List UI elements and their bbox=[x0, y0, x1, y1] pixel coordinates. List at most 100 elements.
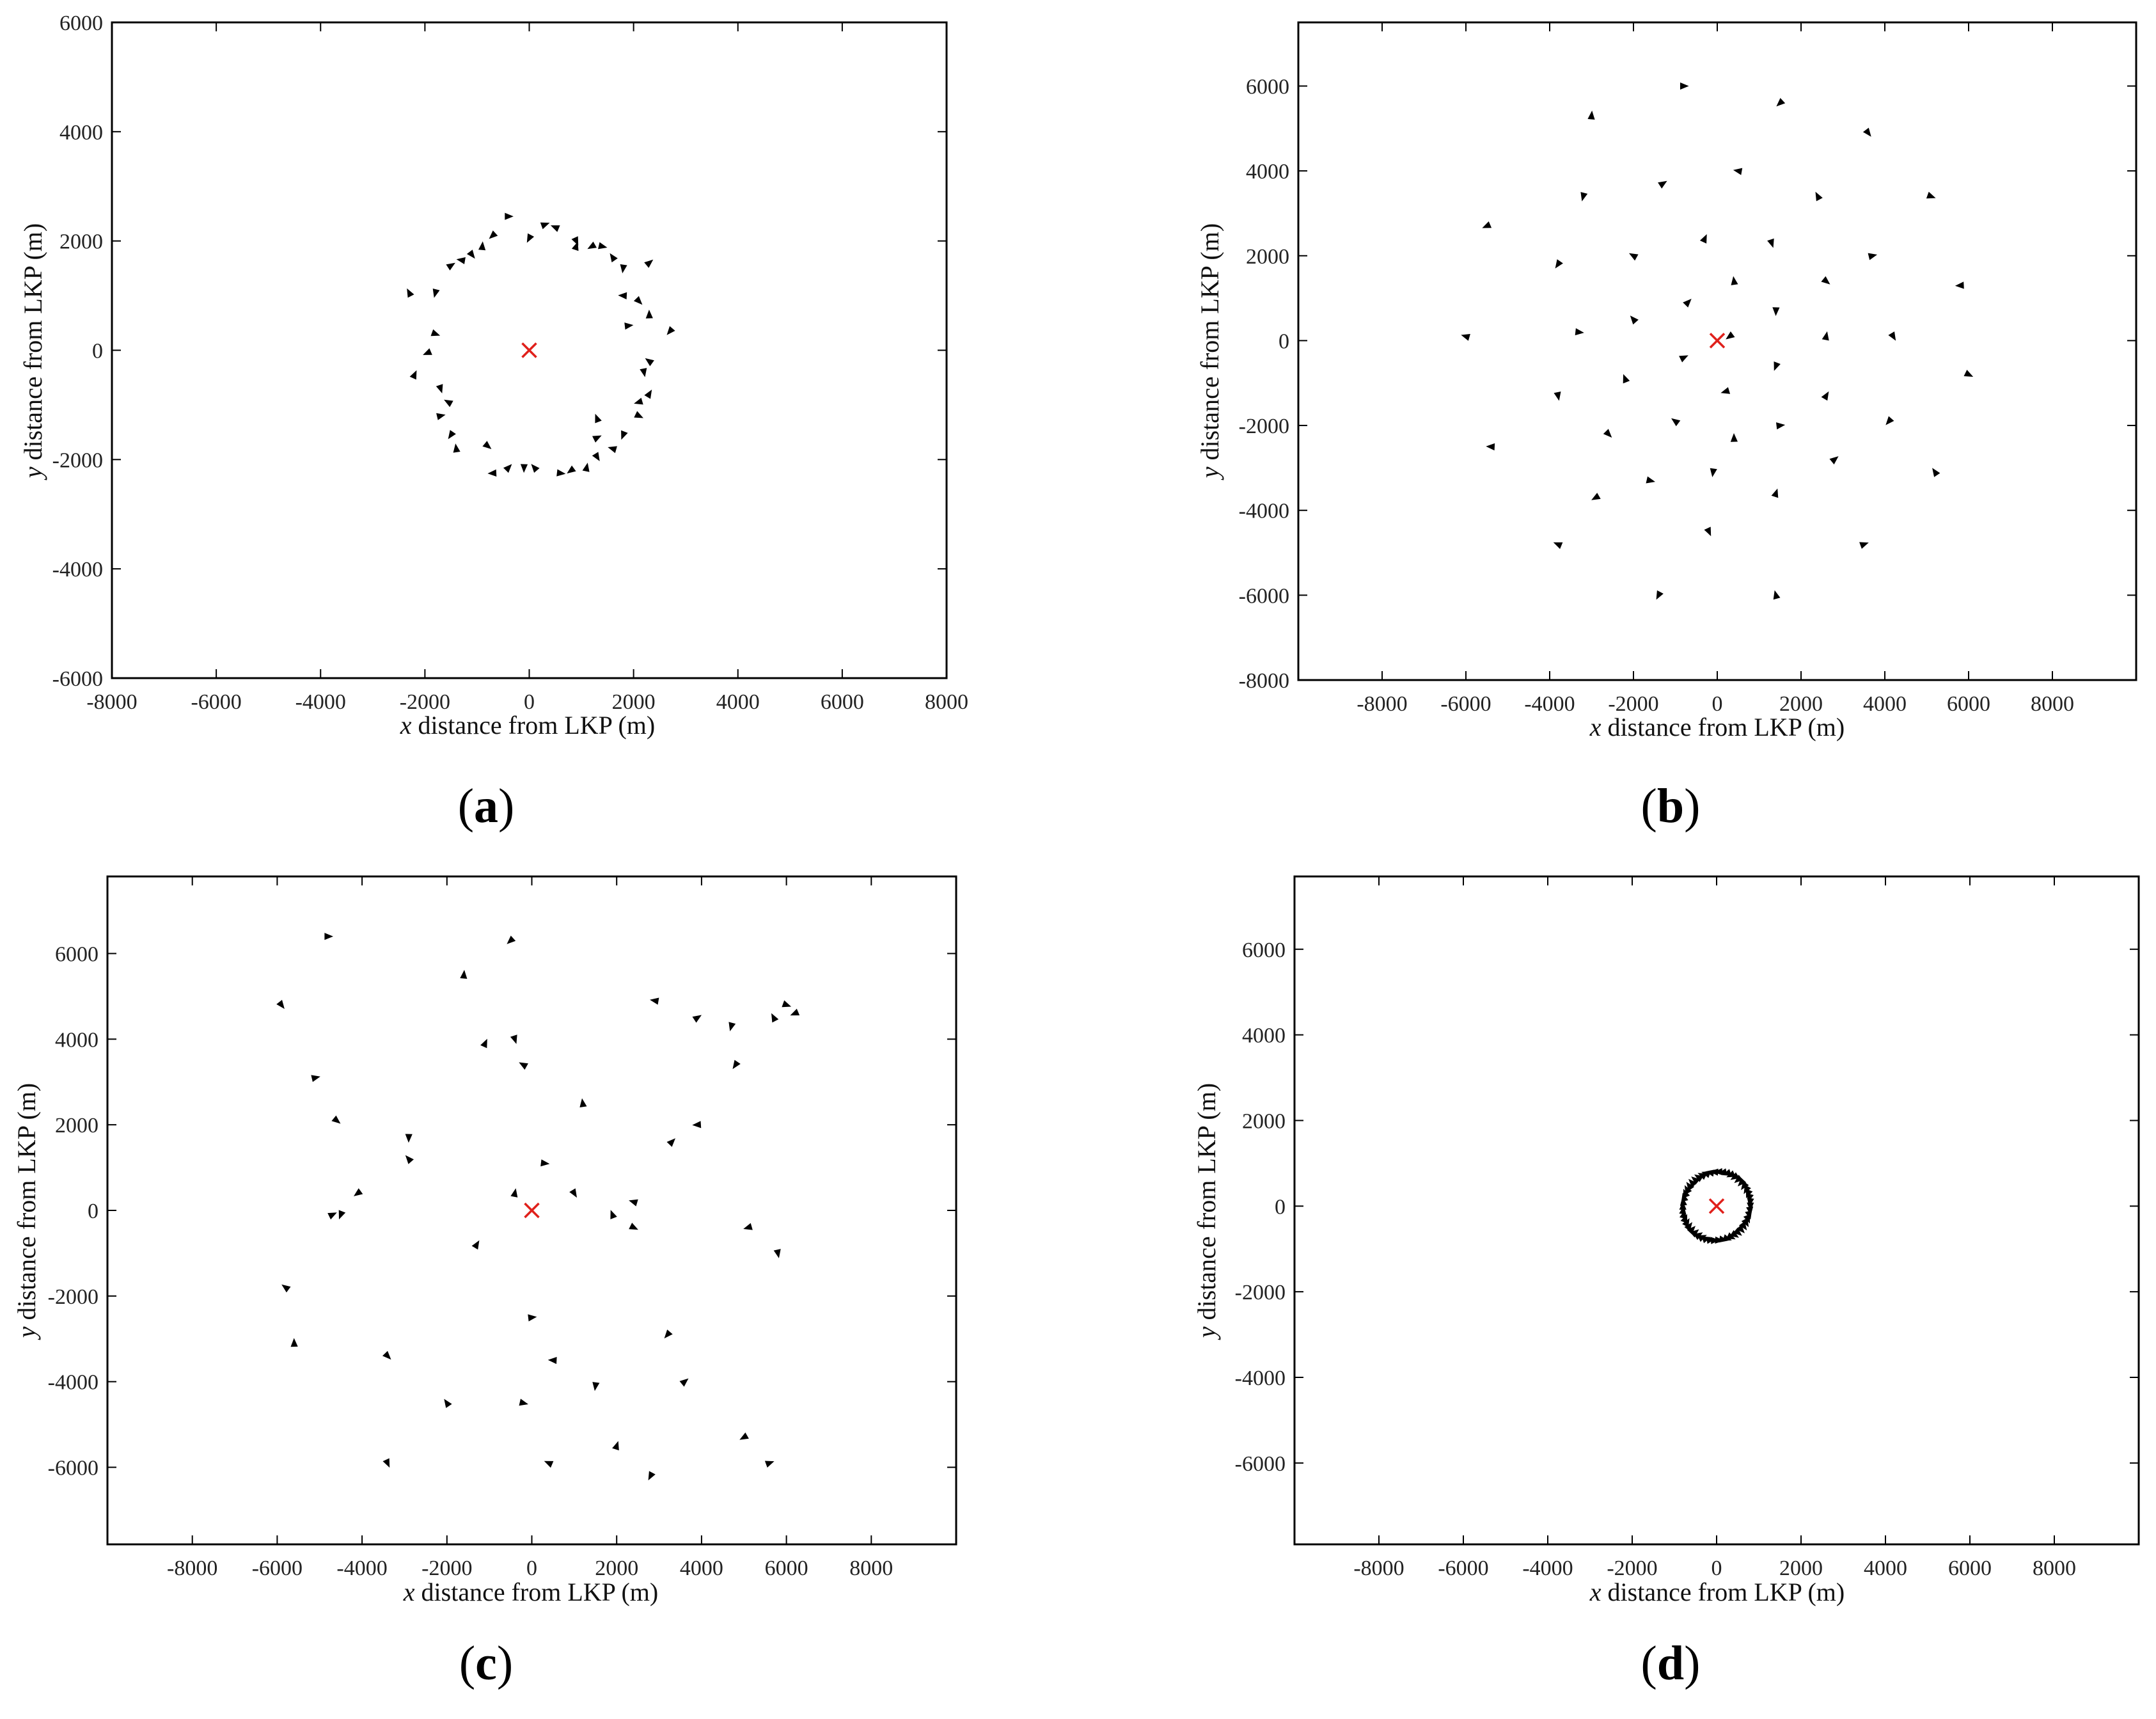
x-axis-label: x distance from LKP (m) bbox=[400, 711, 655, 740]
drone-marker bbox=[430, 329, 441, 337]
drone-marker bbox=[569, 1188, 577, 1198]
drone-marker bbox=[621, 430, 628, 440]
drone-marker bbox=[664, 1329, 673, 1339]
drone-marker bbox=[1679, 355, 1688, 363]
x-tick-label: 4000 bbox=[680, 1557, 723, 1580]
drone-marker bbox=[1746, 1206, 1754, 1216]
plot-frame bbox=[1297, 21, 2137, 681]
x-tick-label: -6000 bbox=[191, 690, 241, 714]
x-axis-label: x distance from LKP (m) bbox=[1589, 1578, 1845, 1606]
drone-marker bbox=[1671, 418, 1681, 427]
y-axis-text: distance from LKP (m) bbox=[1192, 1083, 1221, 1327]
drone-marker bbox=[640, 368, 647, 377]
drone-marker bbox=[1680, 1214, 1688, 1224]
y-tick-label: 6000 bbox=[1246, 75, 1289, 99]
y-axis-variable: y bbox=[19, 466, 47, 480]
drone-marker bbox=[692, 1015, 702, 1023]
x-tick-label: -8000 bbox=[167, 1557, 217, 1580]
drone-marker bbox=[592, 452, 600, 461]
y-tick-label: -2000 bbox=[1239, 415, 1289, 438]
drone-marker bbox=[1658, 180, 1667, 189]
drone-marker bbox=[1745, 1189, 1753, 1198]
drone-marker bbox=[505, 212, 514, 220]
y-tick-label: 4000 bbox=[55, 1028, 98, 1052]
drone-marker bbox=[773, 1249, 781, 1258]
drone-marker bbox=[436, 413, 446, 420]
drone-marker bbox=[650, 997, 659, 1005]
drone-marker bbox=[592, 435, 602, 443]
drone-marker bbox=[587, 241, 597, 250]
drone-marker bbox=[520, 464, 528, 473]
drone-marker bbox=[620, 264, 627, 274]
y-tick-label: 2000 bbox=[55, 1114, 98, 1137]
panel-caption: (c) bbox=[459, 1636, 513, 1690]
drone-marker bbox=[610, 253, 618, 263]
drone-marker bbox=[1710, 468, 1717, 477]
drone-marker bbox=[610, 1210, 617, 1219]
drone-marker bbox=[1963, 370, 1974, 377]
y-tick-label: -6000 bbox=[1235, 1452, 1286, 1476]
y-tick-label: -6000 bbox=[1239, 584, 1289, 608]
drone-marker bbox=[487, 469, 497, 477]
drone-marker bbox=[311, 1075, 320, 1082]
drone-marker bbox=[1629, 253, 1639, 261]
x-tick-label: 6000 bbox=[1948, 1557, 1992, 1580]
drone-marker bbox=[1736, 1224, 1745, 1233]
drone-marker bbox=[679, 1378, 689, 1387]
drone-marker bbox=[634, 411, 643, 418]
panel-caption: (a) bbox=[458, 779, 515, 833]
y-tick-label: -4000 bbox=[1239, 500, 1289, 523]
y-tick-label: -8000 bbox=[1239, 669, 1289, 693]
drone-marker bbox=[338, 1210, 346, 1220]
y-axis-text: distance from LKP (m) bbox=[19, 223, 47, 467]
x-tick-label: -2000 bbox=[400, 690, 450, 714]
x-tick-label: 0 bbox=[1711, 1557, 1722, 1580]
panel-caption: (b) bbox=[1641, 779, 1701, 833]
drone-marker bbox=[644, 390, 652, 399]
y-tick-label: 6000 bbox=[1242, 939, 1286, 962]
x-axis-label: x distance from LKP (m) bbox=[403, 1578, 658, 1606]
drone-marker bbox=[1630, 315, 1639, 325]
y-tick-label: 4000 bbox=[59, 121, 103, 145]
drone-marker bbox=[732, 1059, 741, 1070]
x-tick-label: -6000 bbox=[252, 1557, 303, 1580]
drone-marker bbox=[618, 292, 627, 299]
drone-marker bbox=[1767, 238, 1774, 248]
drone-marker bbox=[666, 326, 675, 335]
drone-marker bbox=[448, 430, 456, 440]
x-axis-variable: x bbox=[400, 711, 412, 740]
y-axis-label: y distance from LKP (m) bbox=[12, 1083, 41, 1340]
y-axis-variable: y bbox=[1195, 466, 1224, 480]
x-tick-label: -8000 bbox=[1357, 692, 1407, 716]
drone-marker bbox=[324, 933, 333, 940]
drone-marker bbox=[1815, 191, 1823, 202]
drone-marker bbox=[728, 1022, 736, 1031]
drone-marker bbox=[790, 1008, 800, 1016]
drone-marker bbox=[1587, 110, 1595, 120]
drone-marker bbox=[528, 1314, 537, 1322]
drone-marker bbox=[571, 236, 579, 246]
drone-marker bbox=[478, 241, 486, 251]
x-tick-label: 4000 bbox=[1864, 1557, 1907, 1580]
drone-marker bbox=[453, 443, 460, 453]
x-axis-text: distance from LKP (m) bbox=[1601, 1578, 1845, 1606]
x-axis-text: distance from LKP (m) bbox=[412, 711, 656, 740]
drone-marker bbox=[482, 441, 492, 449]
drone-marker bbox=[1731, 276, 1738, 285]
drone-marker bbox=[1771, 488, 1779, 498]
drone-marker bbox=[503, 464, 512, 473]
y-axis-label: y distance from LKP (m) bbox=[1195, 223, 1224, 480]
drone-marker bbox=[608, 446, 617, 454]
x-tick-label: 0 bbox=[526, 1557, 537, 1580]
y-tick-label: 0 bbox=[1279, 329, 1289, 353]
drone-marker bbox=[1591, 493, 1601, 500]
drone-marker bbox=[432, 289, 440, 298]
drone-marker bbox=[595, 413, 602, 424]
drone-marker bbox=[582, 463, 590, 472]
drone-marker bbox=[382, 1458, 390, 1468]
x-tick-label: 0 bbox=[1712, 692, 1723, 716]
drone-marker bbox=[1623, 374, 1630, 384]
y-tick-label: 0 bbox=[88, 1200, 98, 1223]
drone-marker bbox=[633, 296, 643, 305]
